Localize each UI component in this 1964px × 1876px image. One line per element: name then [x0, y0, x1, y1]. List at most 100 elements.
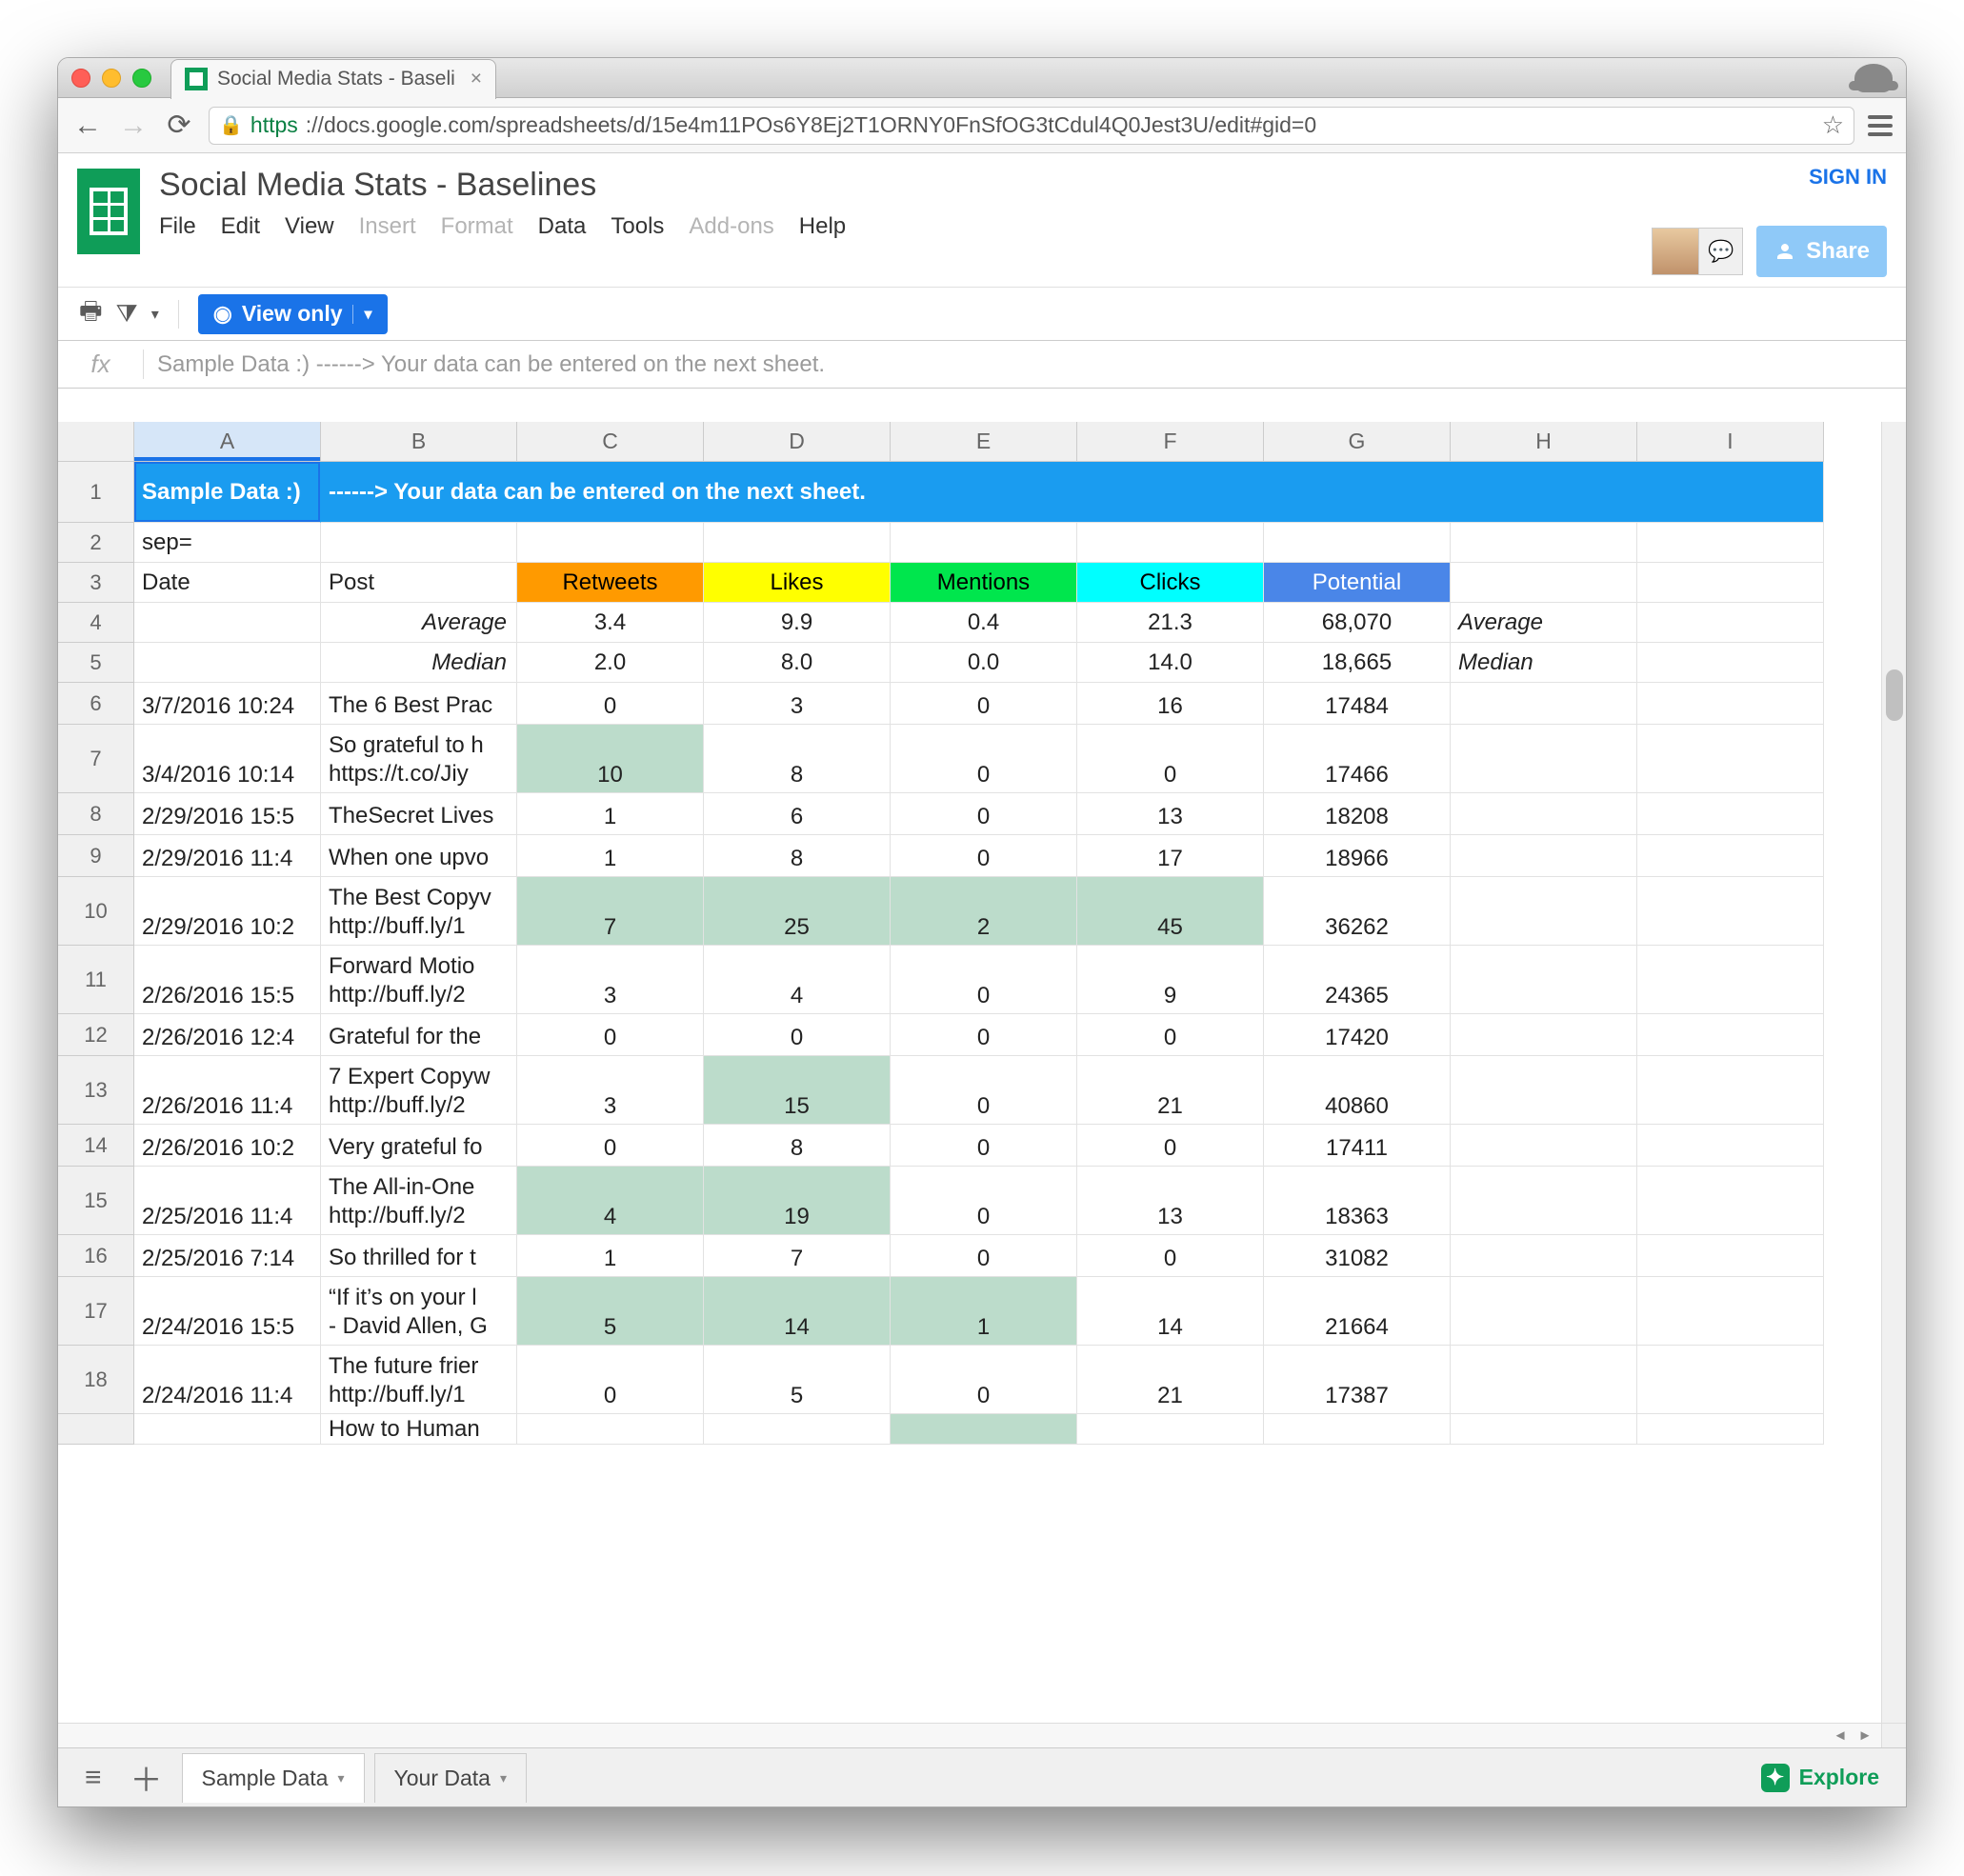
cell[interactable]: 40860 [1264, 1056, 1451, 1125]
cell[interactable]: The 6 Best Prac [321, 683, 517, 725]
cell[interactable]: 0 [1077, 1014, 1264, 1056]
cell[interactable] [1451, 877, 1637, 946]
cell[interactable]: Mentions [891, 563, 1077, 603]
bookmark-star-icon[interactable]: ☆ [1822, 110, 1844, 140]
cell[interactable]: 18363 [1264, 1167, 1451, 1235]
cell[interactable]: 0 [517, 1346, 704, 1414]
cell[interactable]: 7 [704, 1235, 891, 1277]
cell[interactable]: Potential [1264, 563, 1451, 603]
sign-in-link[interactable]: SIGN IN [1652, 165, 1887, 190]
cell[interactable]: 2/29/2016 15:5 [134, 793, 321, 835]
cell[interactable]: 68,070 [1264, 603, 1451, 643]
row-header[interactable] [58, 1414, 134, 1445]
cell[interactable] [704, 1414, 891, 1445]
tab-menu-caret-icon[interactable]: ▾ [337, 1770, 344, 1786]
cell[interactable]: 0 [517, 683, 704, 725]
nav-reload-button[interactable]: ⟳ [163, 109, 195, 142]
user-avatar[interactable] [1652, 228, 1699, 275]
cell[interactable]: 3 [517, 946, 704, 1014]
cell[interactable]: 6 [704, 793, 891, 835]
cell[interactable]: 1 [517, 835, 704, 877]
cell[interactable]: 2/26/2016 10:2 [134, 1125, 321, 1167]
browser-tab[interactable]: Social Media Stats - Baseli × [170, 59, 496, 99]
cell[interactable] [1451, 835, 1637, 877]
row-header[interactable]: 10 [58, 877, 134, 946]
cell[interactable]: Clicks [1077, 563, 1264, 603]
print-icon[interactable]: 🖶 [79, 293, 103, 335]
cell[interactable] [1637, 877, 1824, 946]
cell[interactable] [1451, 1167, 1637, 1235]
col-header-F[interactable]: F [1077, 422, 1264, 462]
explore-button[interactable]: ✦ Explore [1761, 1764, 1889, 1792]
cell[interactable] [1451, 1014, 1637, 1056]
cell[interactable]: 0 [891, 1125, 1077, 1167]
cell[interactable] [517, 523, 704, 563]
cell[interactable]: 14 [704, 1277, 891, 1346]
row-header[interactable]: 14 [58, 1125, 134, 1167]
menu-help[interactable]: Help [799, 213, 846, 240]
cell[interactable]: Average [1451, 603, 1637, 643]
row-header[interactable]: 1 [58, 462, 134, 523]
cell[interactable] [1451, 1235, 1637, 1277]
tab-close-icon[interactable]: × [471, 68, 482, 90]
cell[interactable]: 14 [1077, 1277, 1264, 1346]
cell[interactable] [1637, 1235, 1824, 1277]
cell[interactable]: 25 [704, 877, 891, 946]
cell[interactable] [1451, 1277, 1637, 1346]
cell[interactable]: 2/26/2016 15:5 [134, 946, 321, 1014]
col-header-C[interactable]: C [517, 422, 704, 462]
cell[interactable]: 0 [1077, 1235, 1264, 1277]
cell[interactable]: 8 [704, 725, 891, 793]
cell[interactable]: 2/24/2016 11:4 [134, 1346, 321, 1414]
add-sheet-button[interactable]: ＋ [121, 1754, 172, 1801]
row-header[interactable]: 11 [58, 946, 134, 1014]
cell[interactable]: Very grateful fo [321, 1125, 517, 1167]
menu-tools[interactable]: Tools [611, 213, 664, 240]
cell[interactable]: 19 [704, 1167, 891, 1235]
cell[interactable] [1637, 1346, 1824, 1414]
cell[interactable]: 5 [704, 1346, 891, 1414]
filter-dropdown-icon[interactable]: ▾ [151, 305, 159, 324]
cell[interactable]: 1 [891, 1277, 1077, 1346]
cell[interactable] [1451, 725, 1637, 793]
browser-menu-button[interactable] [1868, 115, 1893, 136]
cell[interactable]: 8.0 [704, 643, 891, 683]
row-header[interactable]: 13 [58, 1056, 134, 1125]
cell[interactable]: 17420 [1264, 1014, 1451, 1056]
cell[interactable] [704, 523, 891, 563]
cell[interactable]: 8 [704, 1125, 891, 1167]
cell[interactable] [1451, 683, 1637, 725]
cell[interactable]: 3.4 [517, 603, 704, 643]
col-header-D[interactable]: D [704, 422, 891, 462]
cell[interactable]: 0 [891, 725, 1077, 793]
cell[interactable]: 21.3 [1077, 603, 1264, 643]
sheets-logo-icon[interactable] [77, 169, 140, 254]
view-only-button[interactable]: ◉ View only ▾ [198, 294, 388, 334]
menu-edit[interactable]: Edit [221, 213, 260, 240]
cell[interactable]: 0 [891, 1056, 1077, 1125]
cell[interactable]: 2/26/2016 12:4 [134, 1014, 321, 1056]
row-header[interactable]: 6 [58, 683, 134, 725]
cell[interactable]: 17484 [1264, 683, 1451, 725]
cell[interactable]: TheSecret Lives [321, 793, 517, 835]
cell[interactable]: 0 [891, 683, 1077, 725]
row-header[interactable]: 9 [58, 835, 134, 877]
cell[interactable]: “If it’s on your l- David Allen, G [321, 1277, 517, 1346]
row-header[interactable]: 4 [58, 603, 134, 643]
cell[interactable] [1451, 1346, 1637, 1414]
maximize-window-button[interactable] [132, 69, 151, 88]
fx-value[interactable]: Sample Data :) ------> Your data can be … [144, 351, 1906, 378]
cell[interactable]: 9.9 [704, 603, 891, 643]
cell[interactable]: 13 [1077, 793, 1264, 835]
cell[interactable]: 0 [704, 1014, 891, 1056]
cell[interactable]: 18208 [1264, 793, 1451, 835]
cell[interactable] [1264, 523, 1451, 563]
cell[interactable] [1451, 523, 1637, 563]
cell[interactable]: 2 [891, 877, 1077, 946]
cell[interactable]: Grateful for the [321, 1014, 517, 1056]
cell[interactable]: 15 [704, 1056, 891, 1125]
cell[interactable] [1451, 1414, 1637, 1445]
row-header[interactable]: 16 [58, 1235, 134, 1277]
cell[interactable]: 0 [891, 1014, 1077, 1056]
row-header[interactable]: 17 [58, 1277, 134, 1346]
